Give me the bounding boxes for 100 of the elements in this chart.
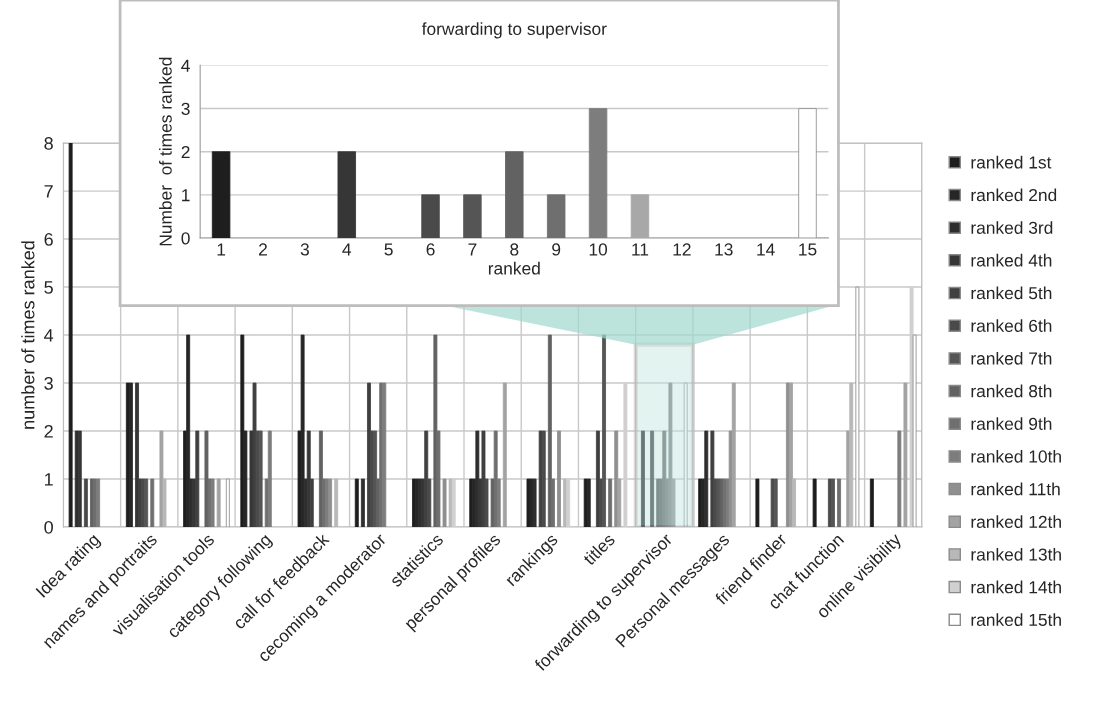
bar <box>595 430 600 528</box>
bar <box>306 430 311 528</box>
bar <box>225 478 230 528</box>
bar <box>159 430 164 528</box>
bar <box>135 382 139 528</box>
bar <box>617 478 622 528</box>
bar <box>731 382 736 528</box>
bar <box>96 478 101 528</box>
x-tick-label: 5 <box>384 243 393 256</box>
bar <box>668 382 673 528</box>
bar <box>354 478 359 528</box>
legend-label: ranked 1st <box>971 155 1052 169</box>
bar <box>475 430 480 528</box>
legend-label: ranked 8th <box>971 384 1052 398</box>
legend-label: ranked 2nd <box>971 188 1057 202</box>
bar <box>463 194 482 238</box>
x-axis-title: ranked <box>488 261 540 275</box>
bar <box>502 382 507 528</box>
bar <box>837 478 841 528</box>
legend-label: ranked 10th <box>971 449 1061 463</box>
bar <box>328 478 333 528</box>
y-tick-label: 4 <box>44 329 54 342</box>
bar <box>903 382 908 528</box>
y-tick-label: 0 <box>44 520 53 534</box>
bar <box>588 108 608 238</box>
x-tick-label: 10 <box>589 243 608 256</box>
y-axis-title: Number of times ranked <box>159 57 172 246</box>
bar <box>267 430 272 528</box>
bar <box>912 334 917 528</box>
bar <box>662 430 667 528</box>
bar <box>150 478 155 528</box>
bar <box>798 108 817 238</box>
x-tick-label: 9 <box>552 243 561 256</box>
y-tick-label: 2 <box>181 145 190 158</box>
bar <box>337 151 356 238</box>
bar <box>710 430 715 528</box>
bar <box>240 334 245 528</box>
x-tick-label: 1 <box>217 243 226 256</box>
bar <box>442 478 447 528</box>
legend-label: ranked 14th <box>971 580 1061 594</box>
y-tick-label: 3 <box>181 102 190 116</box>
y-tick-label: 3 <box>44 376 53 390</box>
bar <box>493 430 498 528</box>
bar <box>505 151 524 238</box>
x-tick-label: 2 <box>259 243 267 256</box>
bar <box>186 334 191 528</box>
y-tick-label: 4 <box>181 59 190 72</box>
y-tick-label: 1 <box>182 189 190 202</box>
legend-label: ranked 11th <box>971 482 1060 496</box>
bar <box>812 478 817 528</box>
y-tick-label: 2 <box>44 424 53 438</box>
bar <box>704 430 709 528</box>
legend-label: ranked 6th <box>971 319 1052 332</box>
bar <box>831 478 835 528</box>
legend-label: ranked 12th <box>971 515 1061 529</box>
y-tick-label: 6 <box>44 233 53 246</box>
bar <box>869 478 874 528</box>
bar <box>318 430 323 528</box>
bar <box>68 143 73 528</box>
x-tick-label: 6 <box>426 243 435 256</box>
bar <box>195 430 200 528</box>
bar <box>641 430 645 528</box>
legend-label: ranked 3rd <box>971 221 1053 234</box>
x-tick-label: 4 <box>342 243 352 256</box>
x-tick-label: 12 <box>673 243 691 256</box>
bar <box>216 478 221 528</box>
bar <box>855 286 860 528</box>
bar <box>204 430 209 528</box>
bar <box>360 478 365 528</box>
bar <box>550 478 555 528</box>
bar <box>897 430 902 528</box>
bar <box>83 478 88 528</box>
bar <box>630 194 650 238</box>
bar <box>252 382 257 528</box>
x-tick-label: 7 <box>468 243 477 256</box>
legend-label: ranked 15th <box>971 613 1061 627</box>
y-tick-label: 8 <box>44 137 53 150</box>
bar <box>755 478 760 528</box>
y-tick-label: 5 <box>44 281 53 294</box>
bar <box>481 430 486 528</box>
bar <box>546 194 566 238</box>
bar <box>436 430 441 528</box>
x-tick-label: 8 <box>510 243 519 256</box>
legend-label: ranked 13th <box>971 547 1061 561</box>
bar <box>211 151 231 238</box>
bar <box>300 334 305 528</box>
bar <box>547 334 552 528</box>
bar <box>683 382 688 528</box>
bar <box>373 430 378 528</box>
legend-label: ranked 4th <box>971 253 1052 267</box>
bar <box>557 430 561 528</box>
y-tick-label: 7 <box>44 185 53 198</box>
x-tick-label: 15 <box>799 243 817 256</box>
x-tick-label: 13 <box>715 243 733 256</box>
bar <box>433 334 438 528</box>
y-tick-label: 1 <box>45 473 53 486</box>
bar <box>650 430 655 528</box>
bar <box>671 478 676 528</box>
bar <box>424 430 429 528</box>
bar <box>608 478 613 528</box>
